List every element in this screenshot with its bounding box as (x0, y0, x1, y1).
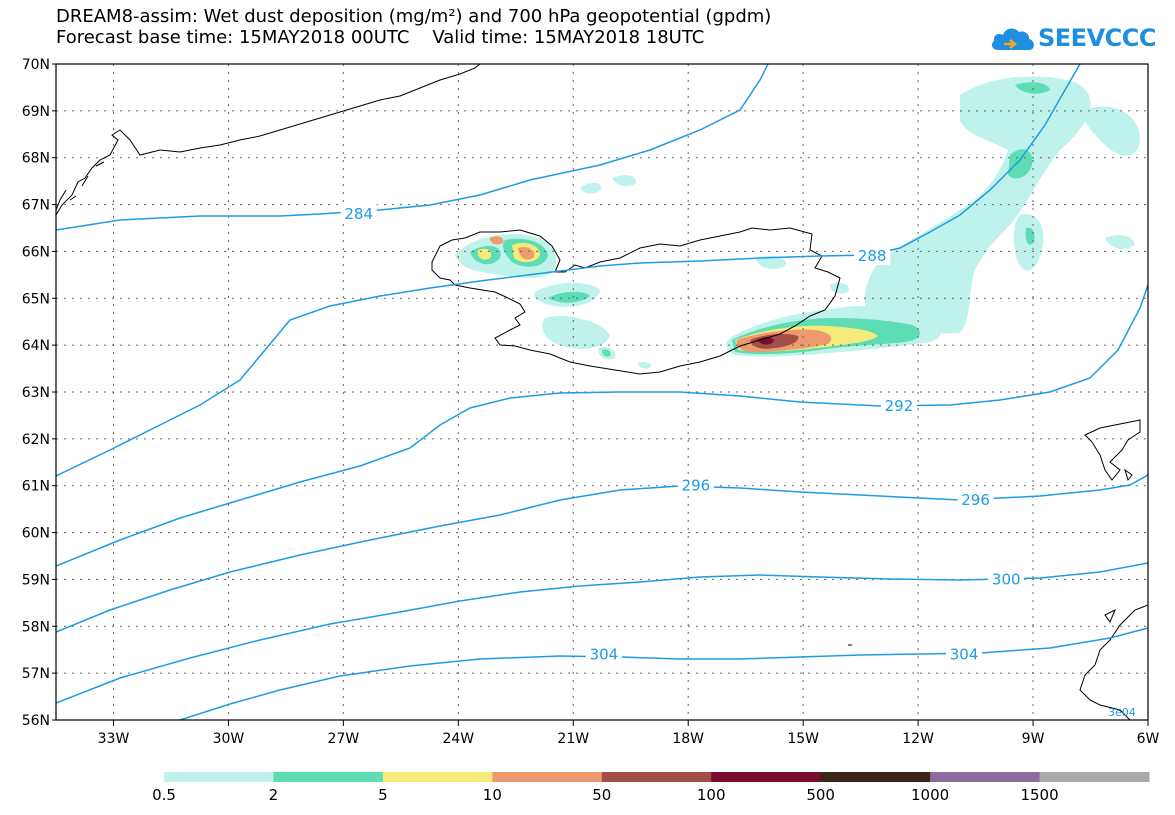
lat-tick-label: 70N (22, 57, 50, 73)
lon-tick-label: 15W (787, 731, 819, 747)
colorbar-label: 500 (806, 786, 835, 804)
coastlines (56, 64, 1148, 720)
lon-tick-label: 6W (1137, 731, 1160, 747)
lon-tick-label: 21W (557, 731, 589, 747)
lat-tick-label: 64N (22, 338, 50, 354)
map-title: DREAM8-assim: Wet dust deposition (mg/m²… (56, 6, 772, 27)
lat-tick-label: 63N (22, 385, 50, 401)
lon-tick-label: 33W (98, 731, 130, 747)
contour-label: 284 (344, 205, 373, 223)
contour-label-background (585, 644, 622, 664)
contour-label-background (677, 475, 714, 495)
contour-label: 304 (950, 645, 979, 663)
colorbar-swatch (382, 772, 493, 782)
lat-tick-label: 58N (22, 619, 50, 635)
colorbar-label: 0.5 (152, 786, 176, 804)
colorbar-swatch (1039, 772, 1150, 782)
contour-label-background (946, 644, 983, 664)
colorbar-labels: 0.5 2 5 10 50 100 500 1000 1500 (152, 786, 1059, 804)
colorbar-label: 1500 (1020, 786, 1058, 804)
lat-tick-label: 69N (22, 104, 50, 120)
colorbar-swatch (492, 772, 603, 782)
cloud-icon (991, 28, 1034, 50)
lon-tick-label: 30W (213, 731, 245, 747)
lat-tick-label: 68N (22, 151, 50, 167)
contour-label-background (880, 396, 917, 416)
corner-contour-label: 3e04 (1108, 706, 1136, 719)
lon-tick-label: 24W (442, 731, 474, 747)
lat-tick-label: 59N (22, 572, 50, 588)
colorbar-swatch (711, 772, 822, 782)
lat-tick-label: 62N (22, 432, 50, 448)
colorbar-swatch (820, 772, 931, 782)
contour-label: 296 (961, 491, 990, 509)
lon-tick-label: 9W (1022, 731, 1045, 747)
lat-tick-label: 60N (22, 526, 50, 542)
lat-tick-label: 67N (22, 198, 50, 214)
colorbar-swatch (273, 772, 384, 782)
contour-label: 292 (885, 397, 914, 415)
lon-tick-label: 27W (328, 731, 360, 747)
contour-labels: 284 288 292 296 296 300 304 304 (340, 203, 1025, 664)
colorbar-swatches (164, 772, 1150, 782)
colorbar-swatch (601, 772, 712, 782)
contour-label-background (340, 203, 377, 223)
contour-label-background (957, 489, 994, 509)
contour-label: 300 (992, 570, 1021, 588)
contour-label: 288 (858, 247, 887, 265)
contour-label: 296 (682, 477, 711, 495)
colorbar-label: 1000 (911, 786, 949, 804)
lat-tick-label: 57N (22, 666, 50, 682)
logo-text: SEEVCCC (1038, 24, 1157, 52)
axis-tick-labels: 33W 30W 27W 24W 21W 18W 15W 12W 9W 6W 70N 69N 68N 67N… (22, 57, 1160, 747)
lat-tick-label: 65N (22, 291, 50, 307)
lat-tick-label: 61N (22, 479, 50, 495)
lat-tick-label: 56N (22, 713, 50, 729)
contour-label-background (988, 569, 1025, 589)
geopotential-contours (56, 64, 1148, 720)
lon-tick-label: 12W (902, 731, 934, 747)
contour-label-background (854, 246, 891, 266)
colorbar-label: 2 (269, 786, 279, 804)
contour-label: 304 (590, 645, 619, 663)
colorbar-swatch (930, 772, 1041, 782)
seevccc-logo: SEEVCCC (990, 22, 1157, 54)
colorbar-label: 10 (483, 786, 502, 804)
lon-tick-label: 18W (672, 731, 704, 747)
lat-tick-label: 66N (22, 244, 50, 260)
colorbar-label: 5 (378, 786, 388, 804)
colorbar-swatch (164, 772, 274, 782)
forecast-time-subtitle: Forecast base time: 15MAY2018 00UTC Vali… (56, 27, 705, 48)
colorbar-label: 50 (592, 786, 611, 804)
colorbar-label: 100 (697, 786, 726, 804)
